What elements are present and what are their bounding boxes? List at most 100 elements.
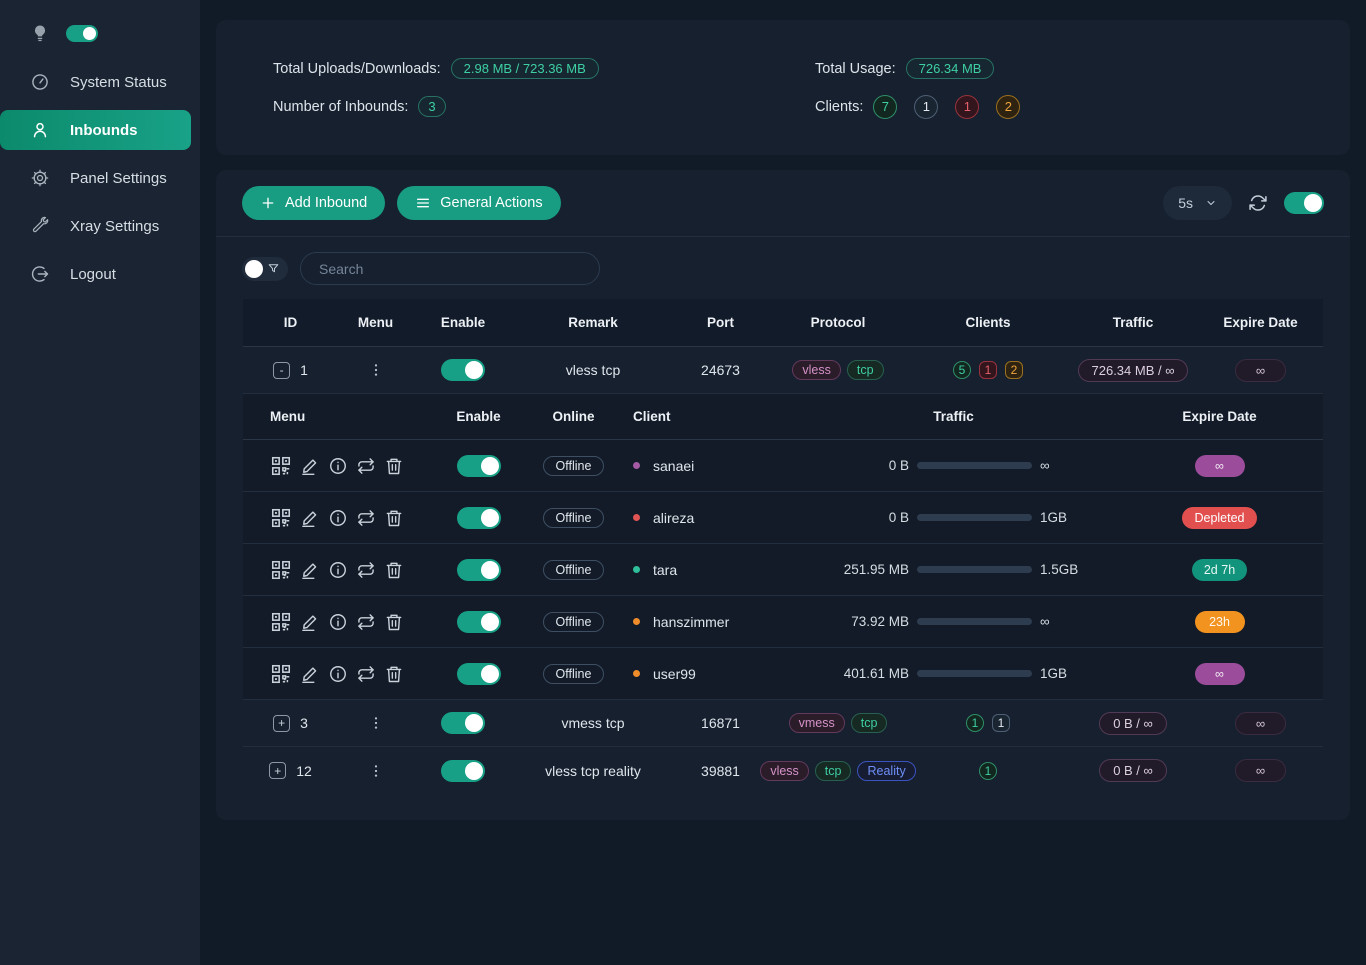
protocol-tag: tcp — [850, 713, 888, 733]
inbound-enable-toggle[interactable] — [441, 359, 485, 381]
edit-icon[interactable] — [300, 560, 320, 580]
client-color-dot — [633, 566, 640, 573]
protocol-tag: vless — [760, 760, 809, 781]
add-inbound-button[interactable]: Add Inbound — [242, 186, 386, 220]
auto-refresh-toggle[interactable] — [1284, 192, 1324, 214]
client-count-badge: 1 — [966, 714, 984, 732]
delete-icon[interactable] — [384, 664, 404, 684]
info-icon[interactable] — [328, 560, 348, 580]
kebab-menu-icon[interactable] — [368, 715, 384, 731]
inbound-id: 12 — [296, 762, 312, 779]
client-row-sanaei: Offline sanaei 0 B ∞ ∞ — [243, 440, 1323, 492]
sidebar-item-logout[interactable]: Logout — [0, 254, 200, 294]
kebab-menu-icon[interactable] — [368, 763, 384, 779]
total-usage-value: 726.34 MB — [905, 58, 995, 79]
expire-badge: ∞ — [1194, 662, 1245, 685]
client-enable-toggle[interactable] — [456, 454, 501, 477]
refresh-interval-select[interactable]: 5s — [1163, 186, 1232, 220]
traffic-bar — [917, 462, 1032, 469]
collapse-row-button[interactable]: - — [273, 361, 291, 379]
sidebar-item-inbounds[interactable]: Inbounds — [0, 110, 191, 150]
filter-toggle[interactable] — [242, 256, 288, 281]
protocol-tag: tcp — [814, 760, 852, 781]
general-actions-button[interactable]: General Actions — [397, 186, 561, 220]
search-row — [216, 237, 1350, 299]
delete-icon[interactable] — [384, 560, 404, 580]
reset-traffic-icon[interactable] — [356, 456, 376, 476]
total-uploads-downloads-value: 2.98 MB / 723.36 MB — [450, 58, 599, 79]
edit-icon[interactable] — [300, 612, 320, 632]
info-icon[interactable] — [328, 456, 348, 476]
qr-code-icon[interactable] — [270, 507, 292, 529]
reset-traffic-icon[interactable] — [356, 612, 376, 632]
menu-lines-icon — [415, 195, 431, 211]
wrench-icon — [30, 216, 50, 236]
client-color-dot — [633, 670, 640, 677]
theme-toggle[interactable] — [66, 24, 98, 42]
client-count-badge: 2 — [1005, 361, 1023, 379]
inbound-enable-toggle[interactable] — [441, 712, 485, 734]
gauge-icon — [30, 72, 50, 92]
info-icon[interactable] — [328, 508, 348, 528]
inbound-row-1: - 1 vless tcp 24673 vless tcp 5 1 2 — [243, 347, 1323, 394]
client-enable-toggle[interactable] — [456, 506, 501, 529]
edit-icon[interactable] — [300, 456, 320, 476]
reset-traffic-icon[interactable] — [356, 508, 376, 528]
traffic-limit: 1.5GB — [1040, 562, 1079, 577]
client-name: hanszimmer — [653, 613, 730, 630]
sidebar-item-xray-settings[interactable]: Xray Settings — [0, 206, 200, 246]
client-enable-toggle[interactable] — [456, 610, 501, 633]
client-count-badge: 1 — [979, 761, 997, 780]
qr-code-icon[interactable] — [270, 455, 292, 477]
lightbulb-icon — [30, 23, 50, 43]
client-name: user99 — [653, 665, 696, 682]
sidebar-item-panel-settings[interactable]: Panel Settings — [0, 158, 200, 198]
qr-code-icon[interactable] — [270, 559, 292, 581]
number-of-inbounds-label: Number of Inbounds: — [273, 98, 409, 115]
user-icon — [30, 120, 50, 140]
inbound-enable-toggle[interactable] — [441, 759, 485, 782]
sidebar-nav: System Status Inbounds Panel Settings Xr… — [0, 62, 200, 294]
clients-count-expiring: 2 — [996, 94, 1021, 119]
delete-icon[interactable] — [384, 612, 404, 632]
delete-icon[interactable] — [384, 508, 404, 528]
client-row-tara: Offline tara 251.95 MB 1.5GB 2d 7h — [243, 544, 1323, 596]
expire-pill: ∞ — [1234, 358, 1287, 382]
reset-traffic-icon[interactable] — [356, 560, 376, 580]
sidebar-item-system-status[interactable]: System Status — [0, 62, 200, 102]
info-icon[interactable] — [328, 664, 348, 684]
traffic-bar — [917, 514, 1032, 521]
traffic-bar — [917, 618, 1032, 625]
total-usage-label: Total Usage: — [815, 60, 896, 77]
clients-subtable: Menu Enable Online Client Traffic Expire… — [243, 394, 1323, 700]
client-enable-toggle[interactable] — [456, 558, 501, 581]
refresh-icon[interactable] — [1248, 193, 1268, 213]
expand-row-button[interactable]: + — [273, 714, 291, 732]
client-name: tara — [653, 561, 678, 578]
edit-icon[interactable] — [300, 664, 320, 684]
traffic-used: 73.92 MB — [851, 614, 909, 629]
sidebar-item-label: Panel Settings — [70, 169, 167, 187]
reset-traffic-icon[interactable] — [356, 664, 376, 684]
traffic-pill: 726.34 MB / ∞ — [1077, 358, 1189, 382]
client-count-badge: 1 — [979, 361, 997, 379]
client-count-badge: 5 — [953, 361, 971, 379]
search-input[interactable] — [300, 252, 600, 285]
traffic-limit: 1GB — [1040, 510, 1068, 525]
qr-code-icon[interactable] — [270, 663, 292, 685]
traffic-limit: ∞ — [1040, 458, 1050, 473]
client-enable-toggle[interactable] — [456, 662, 501, 685]
inbound-port: 39881 — [701, 762, 740, 779]
kebab-menu-icon[interactable] — [368, 362, 384, 378]
client-row-user99: Offline user99 401.61 MB 1GB ∞ — [243, 648, 1323, 700]
qr-code-icon[interactable] — [270, 611, 292, 633]
logout-icon — [30, 264, 50, 284]
inbounds-card: Add Inbound General Actions 5s — [216, 170, 1350, 820]
expand-row-button[interactable]: + — [269, 762, 287, 779]
inbound-port: 24673 — [701, 362, 740, 378]
online-status-badge: Offline — [542, 611, 605, 632]
edit-icon[interactable] — [300, 508, 320, 528]
delete-icon[interactable] — [384, 456, 404, 476]
info-icon[interactable] — [328, 612, 348, 632]
